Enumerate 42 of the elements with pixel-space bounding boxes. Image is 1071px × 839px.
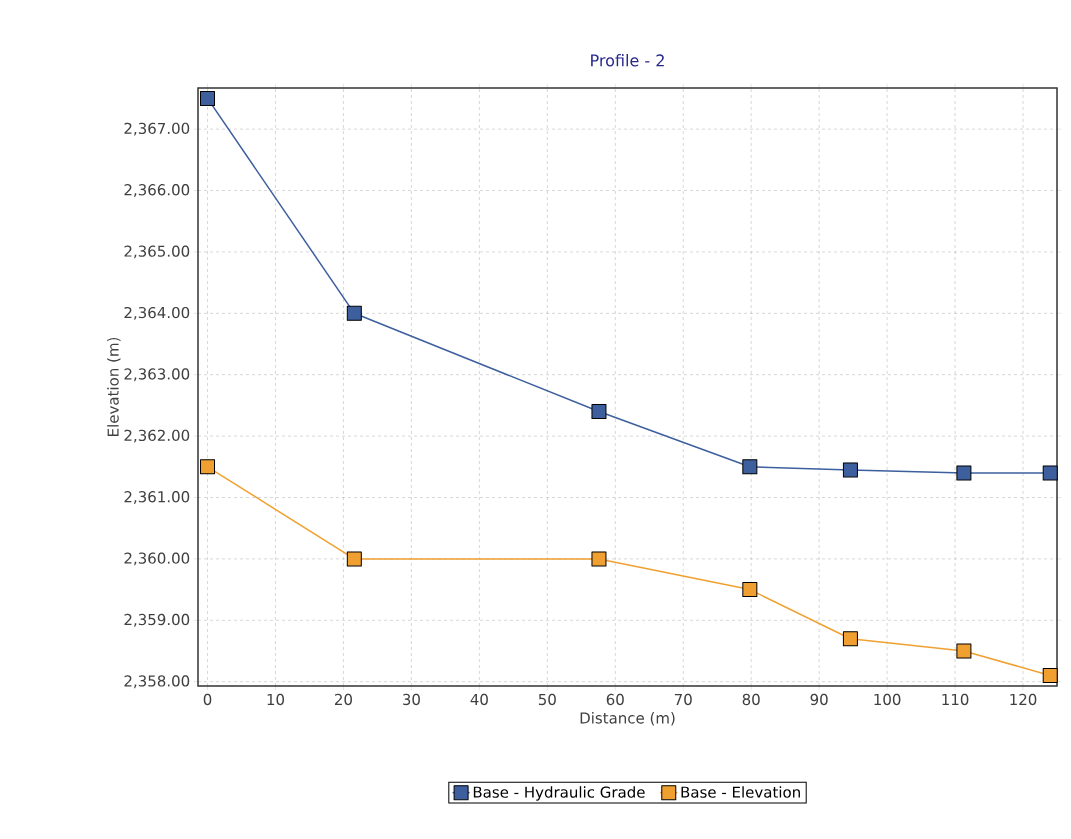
y-tick-label: 2,359.00: [124, 613, 190, 627]
legend-label: Base - Hydraulic Grade: [473, 786, 645, 801]
x-tick-label: 30: [403, 693, 420, 706]
point: [742, 459, 758, 475]
point: [346, 305, 362, 321]
y-tick-label: 2,360.00: [124, 552, 190, 566]
point: [956, 465, 972, 481]
x-tick-label: 80: [742, 693, 760, 706]
point: [956, 643, 972, 659]
x-tick-label: 70: [674, 693, 692, 706]
point: [200, 459, 216, 475]
x-tick-label: 100: [874, 693, 901, 706]
y-tick-label: 2,365.00: [124, 245, 190, 259]
legend-label: Base - Elevation: [681, 786, 800, 798]
x-tick-label: 110: [942, 693, 969, 706]
y-tick-label: 2,362.00: [124, 429, 190, 443]
y-tick-label: 2,361.00: [124, 491, 190, 504]
x-tick-label: 10: [267, 693, 285, 706]
y-tick-label: 2,367.00: [124, 122, 190, 136]
point: [591, 404, 607, 420]
x-axis-title: Distance (m): [580, 712, 675, 726]
point: [1042, 668, 1058, 684]
chart-title: Profile - 2: [591, 54, 664, 67]
point: [346, 551, 362, 567]
y-axis-title: Elevation (m): [107, 337, 121, 436]
y-tick-label: 2,366.00: [124, 184, 190, 197]
y-tick-label: 2,363.00: [124, 368, 190, 382]
y-tick-label: 2,358.00: [124, 675, 190, 689]
point: [200, 90, 216, 106]
point: [591, 551, 607, 567]
x-tick-label: 20: [334, 693, 352, 706]
y-tick-label: 2,364.00: [124, 306, 190, 320]
point: [742, 582, 758, 598]
x-tick-label: 60: [606, 693, 624, 706]
x-tick-label: 40: [470, 693, 488, 706]
x-tick-label: 90: [810, 693, 828, 706]
point: [842, 462, 858, 478]
x-tick-label: 120: [1010, 693, 1037, 706]
point: [1042, 465, 1058, 481]
x-tick-label: 0: [203, 693, 212, 706]
x-tick-label: 50: [538, 693, 556, 706]
point: [842, 631, 858, 647]
